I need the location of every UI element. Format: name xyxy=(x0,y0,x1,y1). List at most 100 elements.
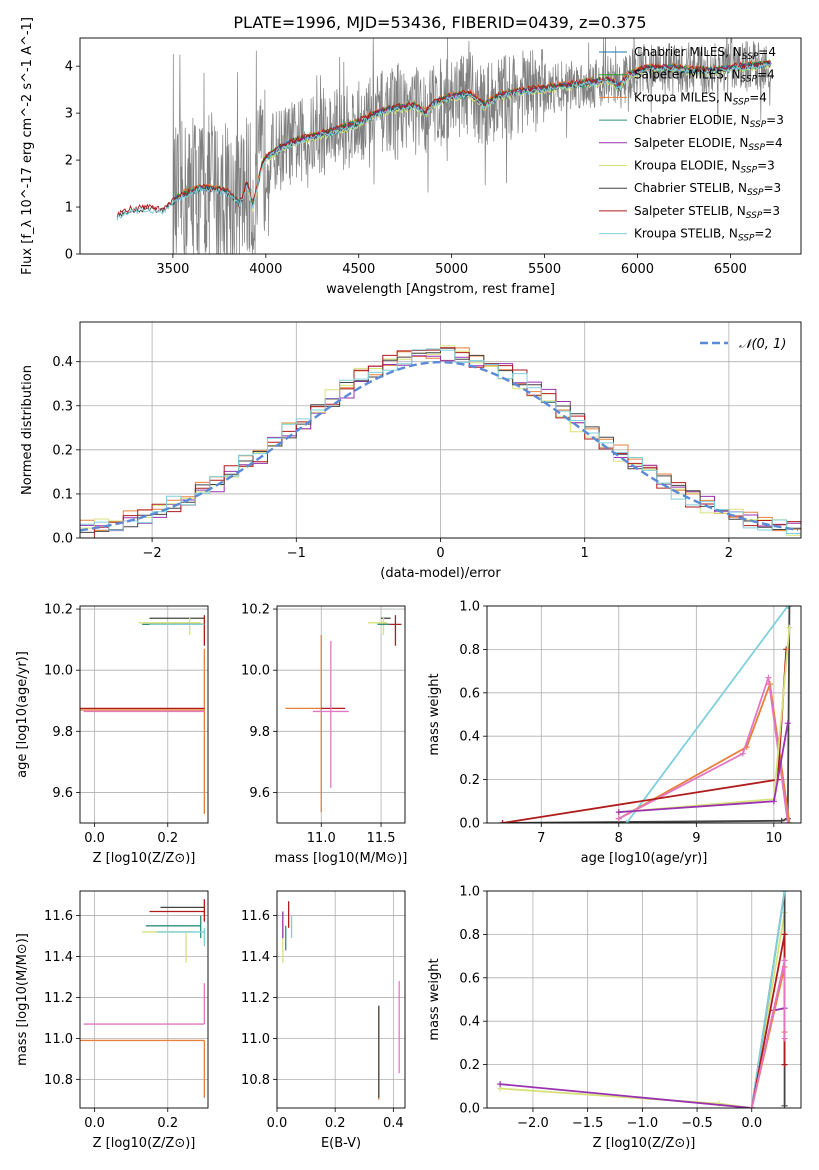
salpeter-stelib-errorbar-point xyxy=(149,615,205,646)
y-tick-label: 0.1 xyxy=(52,487,73,502)
x-tick-label: 0.0 xyxy=(741,1116,762,1131)
y-tick-label: 9.6 xyxy=(249,786,270,801)
pink-errorbar-point xyxy=(312,641,349,788)
x-tick-label: 3500 xyxy=(156,262,189,277)
mass-vs-metallicity-panel: 0.0 0.2 10.8 11.0 11.2 11.4 11.6 Z [log10(Z/Z⊙)… xyxy=(15,890,209,1151)
x-axis-label: (data-model)/error xyxy=(380,566,501,581)
axes-frame xyxy=(486,605,802,824)
y-tick-label: 0.6 xyxy=(459,686,480,701)
mass-weight-vs-metallicity-panel: −2.0 −1.5 −1.0 −0.5 0.0 0.0 0.2 0.4 0.6 0.8 1.0 Z [… xyxy=(427,885,802,1151)
legend-entry-label: Kroupa MILES, NSSP=4 xyxy=(634,90,767,107)
gaussian-reference-line xyxy=(80,360,799,532)
x-tick-label: −1 xyxy=(287,546,306,561)
x-tick-label: 5500 xyxy=(528,262,561,277)
x-tick-label: 5000 xyxy=(435,262,468,277)
y-tick-label: 10.8 xyxy=(44,1073,73,1088)
mass-weight-vs-age-panel: 7 8 9 10 0.0 0.2 0.4 0.6 0.8 1.0 age [log10(age/yr… xyxy=(427,600,802,866)
x-tick-label: 4500 xyxy=(342,262,375,277)
y-tick-label: 10.2 xyxy=(241,603,270,618)
plot-area xyxy=(116,38,772,254)
weight-marker xyxy=(781,931,788,938)
x-tick-label: 1 xyxy=(581,546,589,561)
legend-entry-label: Chabrier ELODIE, NSSP=3 xyxy=(634,113,784,130)
chabrier-stelib-weight-line xyxy=(502,606,791,823)
spectrum-legend: Chabrier MILES, NSSP=4 Salpeter MILES, NS… xyxy=(599,45,784,244)
x-tick-label: 6500 xyxy=(714,262,747,277)
axes-frame xyxy=(79,605,209,824)
y-tick-label: 1.0 xyxy=(459,600,480,615)
legend-entry-label: Chabrier MILES, NSSP=4 xyxy=(634,45,776,62)
plot-area xyxy=(499,606,793,823)
x-tick-label: −1.5 xyxy=(572,1116,604,1131)
chabrier-elodie-errorbar-point xyxy=(145,915,202,939)
kroupa-miles-errorbar-point xyxy=(80,648,205,814)
y-tick-label: 11.4 xyxy=(44,950,73,965)
y-tick-label: 0.2 xyxy=(459,773,480,788)
x-tick-label: 4000 xyxy=(249,262,282,277)
kroupa-elodie-errorbar-point xyxy=(367,616,388,636)
x-tick-label: −1.0 xyxy=(627,1116,659,1131)
kroupa-stelib-errorbar-point xyxy=(156,927,205,947)
y-tick-label: 11.2 xyxy=(44,991,73,1006)
y-tick-label: 0.6 xyxy=(459,971,480,986)
y-tick-label: 0.4 xyxy=(52,355,73,370)
y-tick-label: 11.0 xyxy=(44,1032,73,1047)
salpeter-stelib-model-line xyxy=(116,60,771,218)
x-axis-label: age [log10(age/yr)] xyxy=(581,851,708,866)
pink-errorbar-point xyxy=(83,983,205,1025)
y-tick-label: 11.2 xyxy=(241,991,270,1006)
x-tick-label: 0.2 xyxy=(157,1116,178,1131)
salpeter-stelib-residual-histogram xyxy=(80,347,801,538)
residuals-panel: −2 −1 0 1 2 0.0 0.1 0.2 0.3 0.4 (data-model)/error… xyxy=(20,321,802,581)
weight-marker xyxy=(497,1081,504,1088)
x-tick-label: 2 xyxy=(725,546,733,561)
kroupa-stelib-residual-histogram xyxy=(80,348,801,538)
x-tick-label: 11.0 xyxy=(307,831,336,846)
x-tick-label: 11.5 xyxy=(367,831,396,846)
x-axis-label: Z [log10(Z/Z⊙)] xyxy=(593,1136,696,1151)
y-tick-label: 0.8 xyxy=(459,643,480,658)
x-tick-label: 10 xyxy=(766,831,783,846)
weight-marker xyxy=(784,606,791,609)
x-tick-label: 0.0 xyxy=(84,1116,105,1131)
legend-entry-label: Kroupa ELODIE, NSSP=3 xyxy=(634,159,775,176)
plot-area xyxy=(80,899,205,1098)
y-tick-label: 0.3 xyxy=(52,399,73,414)
y-tick-label: 1 xyxy=(65,201,73,216)
y-axis-label: mass weight xyxy=(427,673,442,755)
x-axis-label: E(B-V) xyxy=(321,1136,361,1151)
y-axis-label: Normed distribution xyxy=(20,365,35,495)
legend-entry-label: Salpeter STELIB, NSSP=3 xyxy=(634,204,780,221)
weight-marker xyxy=(784,820,791,823)
weight-marker xyxy=(781,1061,788,1068)
weight-marker xyxy=(615,815,622,822)
weight-marker xyxy=(615,809,622,816)
y-tick-label: 11.6 xyxy=(241,909,270,924)
legend-entry-label: Salpeter ELODIE, NSSP=4 xyxy=(634,136,783,153)
y-tick-label: 9.8 xyxy=(52,725,73,740)
axes-frame xyxy=(276,605,406,824)
weight-marker xyxy=(781,957,788,964)
y-axis-label: age [log10(age/yr)] xyxy=(15,651,30,778)
mass-vs-ebv-panel: 0.0 0.2 0.4 10.8 11.0 11.2 11.4 11.6 E(B-V) xyxy=(241,890,406,1151)
weight-marker xyxy=(786,820,793,823)
axes-frame xyxy=(79,890,209,1109)
weight-marker xyxy=(499,820,506,823)
weight-marker xyxy=(748,1105,755,1108)
y-tick-label: 0.0 xyxy=(459,1102,480,1117)
x-tick-label: 0.2 xyxy=(325,1116,346,1131)
plot-area xyxy=(285,615,402,813)
x-tick-label: −2 xyxy=(143,546,162,561)
x-axis-label: Z [log10(Z/Z⊙)] xyxy=(93,1136,196,1151)
age-vs-metallicity-panel: 0.0 0.2 9.6 9.8 10.0 10.2 Z [log10(Z/Z⊙)] age [… xyxy=(15,603,209,866)
y-axis-label: mass weight xyxy=(427,958,442,1040)
x-tick-label: 0.4 xyxy=(383,1116,404,1131)
y-tick-label: 3 xyxy=(65,107,73,122)
x-tick-label: 6000 xyxy=(621,262,654,277)
kroupa-stelib-weight-line xyxy=(625,606,789,823)
legend-entry-label: Kroupa STELIB, NSSP=2 xyxy=(634,227,772,244)
age-vs-mass-panel: 11.0 11.5 9.6 9.8 10.0 10.2 mass [log10(M/M⊙)] xyxy=(241,603,407,866)
weight-marker xyxy=(786,624,793,631)
x-tick-label: −2.0 xyxy=(517,1116,549,1131)
y-axis-label: mass [log10(M/M⊙)] xyxy=(15,933,30,1066)
